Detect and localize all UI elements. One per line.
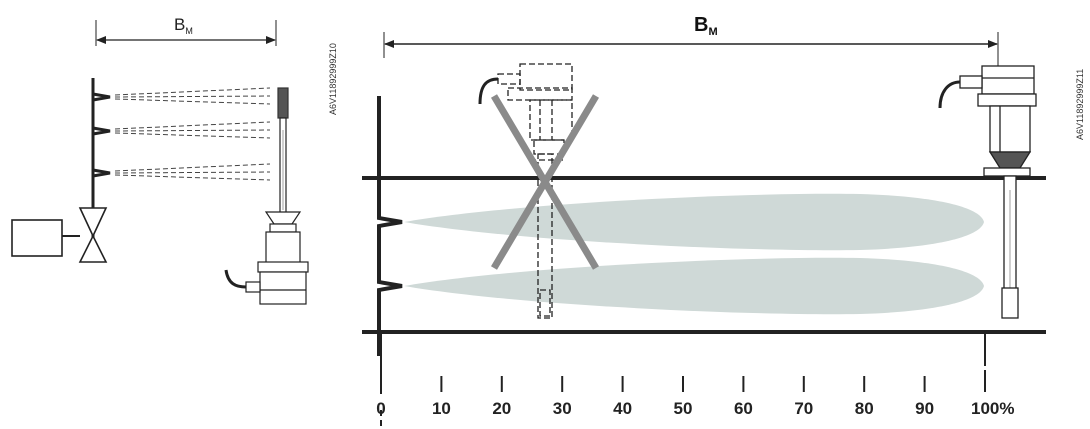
- scale-tick-label: 10: [432, 399, 451, 418]
- controller-box: [11, 219, 63, 257]
- left-drawing-code: A6V11892999Z10: [328, 43, 338, 115]
- spray-plume-lower: [404, 257, 984, 315]
- left-spray-lines: [114, 87, 271, 181]
- scale-tick-label: 0: [376, 399, 385, 418]
- scale-tick-label: 90: [915, 399, 934, 418]
- scale-tick-label: 80: [855, 399, 874, 418]
- right-drawing-code: A6V11892999Z11: [1075, 69, 1085, 140]
- valve-symbol: [78, 207, 108, 263]
- scale-tick-label: 60: [734, 399, 753, 418]
- wrong-position-cross: [490, 94, 600, 270]
- right-diagram: BM: [362, 14, 1085, 426]
- scale-axis: 0 10 20 30 40 50 60 70 80 90 100%: [376, 332, 1014, 426]
- spray-plumes: [404, 193, 984, 315]
- duct-walls: [362, 176, 1046, 334]
- scale-tick-label: 40: [613, 399, 632, 418]
- left-dimension: BM: [95, 15, 277, 46]
- right-dimension: BM: [383, 14, 999, 90]
- correct-position-sensor: [938, 65, 1037, 319]
- scale-ticks: 0 10 20 30 40 50 60 70 80 90 100%: [376, 370, 1014, 418]
- scale-tick-label: 30: [553, 399, 572, 418]
- right-dimension-label: BM: [694, 14, 718, 38]
- scale-tick-label: 50: [674, 399, 693, 418]
- spray-plume-upper: [404, 193, 984, 251]
- scale-tick-label: 100%: [971, 399, 1014, 418]
- left-diagram: BM: [11, 15, 338, 305]
- scale-tick-label: 70: [794, 399, 813, 418]
- left-dimension-label: BM: [174, 15, 193, 36]
- right-humidifier-pipe: [377, 96, 403, 356]
- wrong-sensor-cable: [478, 77, 499, 105]
- left-sensor: [224, 87, 309, 305]
- left-humidifier-pipe: [62, 78, 111, 262]
- scale-tick-label: 20: [492, 399, 511, 418]
